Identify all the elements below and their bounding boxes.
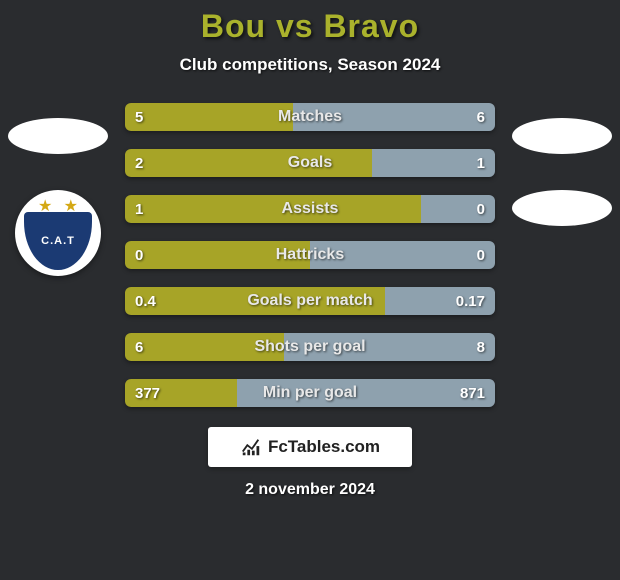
metric-row: Shots per goal68: [125, 333, 495, 361]
metric-row: Matches56: [125, 103, 495, 131]
metric-row: Assists10: [125, 195, 495, 223]
chart-icon: [240, 436, 262, 458]
bar-segment-right: [372, 149, 495, 177]
shield-icon: C.A.T: [24, 212, 92, 270]
subtitle: Club competitions, Season 2024: [0, 55, 620, 75]
metric-row: Min per goal377871: [125, 379, 495, 407]
metric-row: Goals21: [125, 149, 495, 177]
bar-segment-right: [284, 333, 495, 361]
right-club-crest-placeholder: [512, 190, 612, 226]
bar-segment-left: [125, 241, 310, 269]
footer-date: 2 november 2024: [0, 481, 620, 499]
metric-row: Hattricks00: [125, 241, 495, 269]
bar-segment-left: [125, 149, 372, 177]
comparison-card: Bou vs Bravo Club competitions, Season 2…: [0, 0, 620, 580]
player-silhouette-left: [8, 118, 108, 154]
bar-segment-right: [293, 103, 495, 131]
bar-segment-left: [125, 195, 421, 223]
brand-text: FcTables.com: [268, 437, 380, 457]
left-club-crest: ★ ★ C.A.T: [15, 190, 101, 276]
bar-segment-left: [125, 103, 293, 131]
left-player-column: ★ ★ C.A.T: [8, 118, 108, 276]
bar-segment-left: [125, 287, 385, 315]
right-player-column: [512, 118, 612, 226]
player-silhouette-right: [512, 118, 612, 154]
comparison-bars: Matches56 Goals21 Assists10 Hattricks00 Goal…: [125, 103, 495, 407]
bar-segment-right: [310, 241, 495, 269]
bar-segment-left: [125, 333, 284, 361]
bar-segment-right: [421, 195, 495, 223]
bar-segment-right: [385, 287, 495, 315]
page-title: Bou vs Bravo: [0, 8, 620, 45]
bar-segment-left: [125, 379, 237, 407]
brand-badge[interactable]: FcTables.com: [208, 427, 412, 467]
bar-segment-right: [237, 379, 495, 407]
crest-graphic: ★ ★ C.A.T: [24, 196, 92, 270]
crest-letters: C.A.T: [41, 235, 75, 247]
metric-row: Goals per match0.40.17: [125, 287, 495, 315]
